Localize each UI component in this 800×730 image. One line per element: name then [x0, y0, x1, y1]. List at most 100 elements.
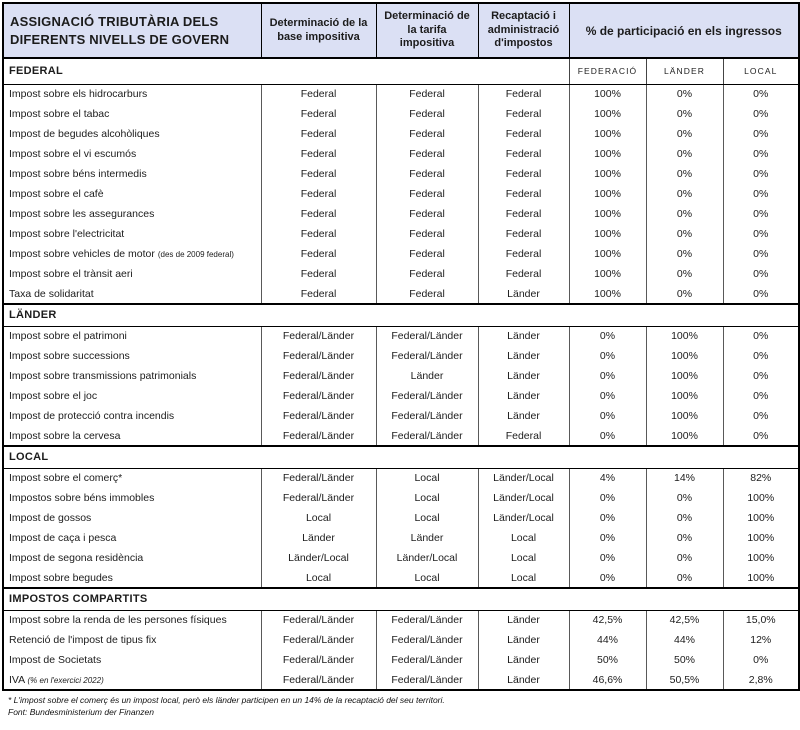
- tarifa-cell: Federal: [375, 244, 478, 264]
- table-row: Impost sobre els hidrocarburs Federal Fede…: [3, 84, 799, 104]
- tarifa-cell: Federal/Länder: [375, 346, 478, 366]
- pct-local-cell: 100%: [722, 488, 799, 508]
- recaptacio-cell: Länder: [477, 406, 569, 426]
- footnote-asterisk: * L'impost sobre el comerç és un impost …: [8, 695, 445, 705]
- tax-name-cell: Impost sobre la renda de les persones fí…: [3, 610, 261, 630]
- page-title: ASSIGNACIÓ TRIBUTÀRIA DELS DIFERENTS NIV…: [2, 2, 262, 59]
- tax-name-cell: IVA (% en l'exercici 2022): [3, 670, 261, 690]
- pct-local-cell: 100%: [722, 568, 799, 588]
- tax-name-cell: Impost sobre transmissions patrimonials: [3, 366, 261, 386]
- tax-name-label: Retenció de l'impost de tipus fix: [9, 634, 157, 646]
- pct-federacio-cell: 46,6%: [568, 670, 646, 690]
- tarifa-cell: Federal: [375, 164, 478, 184]
- base-cell: Federal/Länder: [260, 630, 376, 650]
- tarifa-cell: Local: [375, 468, 478, 488]
- recaptacio-cell: Federal: [477, 184, 569, 204]
- pct-lander-cell: 100%: [645, 406, 723, 426]
- base-cell: Federal/Länder: [260, 326, 376, 346]
- table-row: Impost sobre successions Federal/Länder Fe…: [3, 346, 799, 366]
- base-cell: Federal/Länder: [260, 366, 376, 386]
- pct-federacio-cell: 100%: [568, 264, 646, 284]
- pct-local-cell: 0%: [722, 204, 799, 224]
- recaptacio-cell: Länder: [477, 284, 569, 304]
- base-cell: Federal: [260, 104, 376, 124]
- recaptacio-cell: Federal: [477, 104, 569, 124]
- tax-name-label: Impost sobre la renda de les persones fí…: [9, 614, 227, 627]
- tax-name-cell: Impost sobre les assegurances: [3, 204, 261, 224]
- tax-name-cell: Impost sobre vehicles de motor (des de 2…: [3, 244, 261, 264]
- pct-local-cell: 82%: [722, 468, 799, 488]
- pct-lander-cell: 44%: [645, 630, 723, 650]
- pct-federacio-cell: 100%: [568, 204, 646, 224]
- tax-name-note: (% en l'exercici 2022): [27, 675, 104, 685]
- table-row: Impostos sobre béns immobles Federal/Länd…: [3, 488, 799, 508]
- tax-name-label: Impost de Societats: [9, 654, 102, 666]
- pct-federacio-cell: 100%: [568, 84, 646, 104]
- table-row: Impost sobre el cafè Federal Federal Federa…: [3, 184, 799, 204]
- base-cell: Federal: [260, 144, 376, 164]
- pct-local-cell: 0%: [722, 124, 799, 144]
- pct-lander-cell: 100%: [645, 326, 723, 346]
- recaptacio-cell: Länder: [477, 610, 569, 630]
- table-row: Impost de segona residència Länder/Local L…: [3, 548, 799, 568]
- pct-local-cell: 0%: [722, 264, 799, 284]
- pct-federacio-cell: 0%: [568, 326, 646, 346]
- table-row: Impost sobre béns intermedis Federal Feder…: [3, 164, 799, 184]
- pct-federacio-cell: 42,5%: [568, 610, 646, 630]
- recaptacio-cell: Federal: [477, 224, 569, 244]
- table-row: Impost sobre la renda de les persones fí…: [3, 610, 799, 630]
- base-cell: Federal: [260, 264, 376, 284]
- recaptacio-cell: Länder: [477, 346, 569, 366]
- pct-federacio-cell: 0%: [568, 488, 646, 508]
- tarifa-cell: Federal: [375, 264, 478, 284]
- pct-lander-cell: 100%: [645, 426, 723, 446]
- pct-federacio-cell: 100%: [568, 124, 646, 144]
- pct-lander-cell: 0%: [645, 264, 723, 284]
- tarifa-cell: Federal: [375, 204, 478, 224]
- pct-local-cell: 0%: [722, 346, 799, 366]
- recaptacio-cell: Local: [477, 528, 569, 548]
- table-row: Impost de Societats Federal/Länder Federal…: [3, 650, 799, 670]
- section-header-local: LOCAL: [3, 445, 799, 469]
- pct-local-cell: 0%: [722, 84, 799, 104]
- pct-federacio-cell: 0%: [568, 508, 646, 528]
- recaptacio-cell: Länder: [477, 386, 569, 406]
- table-row: Retenció de l'impost de tipus fix Federal…: [3, 630, 799, 650]
- tax-name-label: Impost sobre béns intermedis: [9, 168, 147, 180]
- tax-name-cell: Taxa de solidaritat: [3, 284, 261, 304]
- tarifa-cell: Federal/Länder: [375, 326, 478, 346]
- pct-lander-cell: 100%: [645, 346, 723, 366]
- recaptacio-cell: Federal: [477, 84, 569, 104]
- table-row: Impost de begudes alcohòliques Federal Fed…: [3, 124, 799, 144]
- pct-local-cell: 100%: [722, 548, 799, 568]
- base-cell: Federal/Länder: [260, 406, 376, 426]
- pct-local-cell: 0%: [722, 650, 799, 670]
- pct-federacio-cell: 4%: [568, 468, 646, 488]
- tarifa-cell: Federal/Länder: [375, 630, 478, 650]
- tarifa-cell: Federal: [375, 184, 478, 204]
- tax-name-cell: Impost de gossos: [3, 508, 261, 528]
- table-row: Impost sobre el vi escumós Federal Federal…: [3, 144, 799, 164]
- recaptacio-cell: Federal: [477, 204, 569, 224]
- base-cell: Federal/Länder: [260, 346, 376, 366]
- tax-name-label: Impost sobre transmissions patrimonials: [9, 370, 197, 382]
- section-label: FEDERAL: [3, 57, 569, 85]
- pct-lander-cell: 0%: [645, 488, 723, 508]
- tarifa-cell: Federal/Länder: [375, 386, 478, 406]
- pct-local-cell: 15,0%: [722, 610, 799, 630]
- base-cell: Federal/Länder: [260, 488, 376, 508]
- pct-federacio-cell: 0%: [568, 406, 646, 426]
- pct-federacio-cell: 100%: [568, 224, 646, 244]
- pct-lander-cell: 0%: [645, 164, 723, 184]
- recaptacio-cell: Local: [477, 568, 569, 588]
- pct-lander-cell: 100%: [645, 386, 723, 406]
- table-row: Impost sobre l'electricitat Federal Federa…: [3, 224, 799, 244]
- tax-name-label: Impost de protecció contra incendis: [9, 410, 175, 422]
- tax-name-cell: Impost sobre béns intermedis: [3, 164, 261, 184]
- pct-local-cell: 0%: [722, 244, 799, 264]
- pct-federacio-cell: 50%: [568, 650, 646, 670]
- tax-name-label: Impost sobre el tabac: [9, 108, 110, 120]
- tax-name-label: Impost de gossos: [9, 512, 92, 524]
- pct-local-cell: 0%: [722, 326, 799, 346]
- col-header-participacio: % de participació en els ingressos: [568, 2, 800, 59]
